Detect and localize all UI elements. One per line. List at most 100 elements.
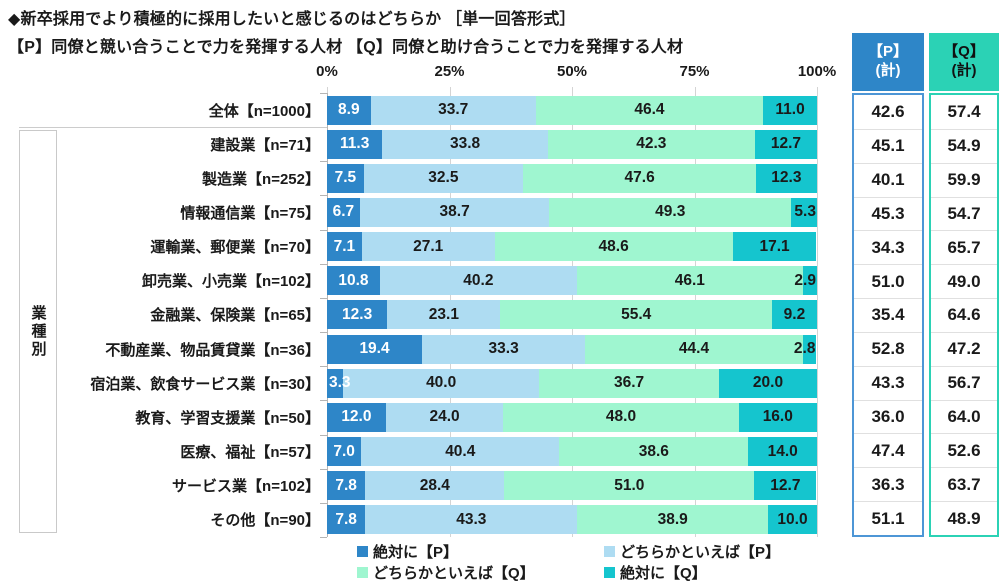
- bar-value-label: 48.6: [598, 237, 629, 255]
- bar-segment: 2.9: [794, 266, 817, 296]
- bar-segment: 7.0: [327, 437, 362, 467]
- bar-segment: 17.1: [732, 232, 817, 262]
- stacked-bar: 7.5 32.5 47.6 12.3: [327, 163, 817, 193]
- bar-value-label: 12.7: [770, 476, 801, 494]
- p-total-value: 51.0: [854, 264, 922, 298]
- bar-segment: 3.3: [327, 368, 351, 398]
- row-label: 卸売業、小売業【n=102】: [142, 273, 320, 291]
- bar-segment: 40.0: [343, 368, 540, 398]
- row-label: 医療、福祉【n=57】: [180, 444, 320, 462]
- bar-segment: 11.3: [327, 129, 383, 159]
- p-total-value: 34.3: [854, 230, 922, 264]
- bar-value-label: 36.7: [613, 374, 645, 392]
- legend-item: 絶対に【Q】: [604, 562, 780, 582]
- bar-segment: 11.0: [763, 95, 817, 125]
- legend-label: 絶対に【Q】: [620, 564, 707, 582]
- bar-value-label: 10.0: [777, 510, 808, 528]
- category-axis-tick: [320, 229, 327, 231]
- q-total-column-header: 【Q】 (計): [929, 33, 999, 91]
- stacked-bar: 8.9 33.7 46.4 11.0: [327, 95, 817, 125]
- bar-value-label: 20.0: [752, 374, 784, 392]
- chart-subtitle: 【P】同僚と競い合うことで力を発揮する人材 【Q】同僚と助け合うことで力を発揮す…: [8, 39, 684, 56]
- bar-segment: 20.0: [718, 368, 817, 398]
- x-axis-tick-label: 50%: [556, 63, 588, 80]
- bar-value-label: 7.5: [334, 169, 357, 187]
- stacked-bar: 7.8 43.3 38.9 10.0: [327, 505, 817, 535]
- chart-row: 情報通信業【n=75】 6.7 38.7 49.3 5.3: [0, 195, 1000, 229]
- bar-value-label: 40.2: [463, 271, 494, 289]
- bar-segment: 6.7: [327, 197, 360, 227]
- p-total-value: 52.8: [854, 331, 922, 366]
- bar-segment: 42.3: [547, 129, 755, 159]
- bar-segment: 47.6: [523, 163, 757, 193]
- bar-value-label: 48.0: [605, 408, 637, 426]
- x-axis-tick-label: 0%: [316, 63, 338, 80]
- row-label: 教育、学習支援業【n=50】: [135, 409, 320, 427]
- bar-segment: 33.3: [422, 334, 586, 364]
- chart-row: 製造業【n=252】 7.5 32.5 47.6 12.3: [0, 161, 1000, 195]
- chart-row: 教育、学習支援業【n=50】 12.0 24.0 48.0 16.0: [0, 400, 1000, 434]
- bar-segment: 9.2: [771, 300, 817, 330]
- q-total-column: 57.4 54.9 59.9 54.7 65.7 49.0 64.6 47.2 56.7 64.0…: [929, 93, 999, 537]
- p-total-value: 47.4: [854, 433, 922, 467]
- bar-segment: 46.1: [576, 266, 803, 296]
- bar-value-label: 40.0: [426, 374, 457, 392]
- stacked-bar: 6.7 38.7 49.3 5.3: [327, 197, 817, 227]
- bar-segment: 10.8: [327, 266, 380, 296]
- chart-row: 医療、福祉【n=57】 7.0 40.4 38.6 14.0: [0, 435, 1000, 469]
- p-total-value: 45.1: [854, 128, 922, 163]
- legend-swatch: [604, 545, 615, 557]
- bar-value-label: 7.0: [333, 442, 355, 460]
- bar-segment: 36.7: [539, 368, 719, 398]
- stacked-bar: 19.4 33.3 44.4 2.8: [327, 334, 817, 364]
- bar-value-label: 9.2: [783, 305, 806, 323]
- bar-segment: 38.7: [359, 197, 550, 227]
- q-total-value: 64.0: [931, 399, 997, 434]
- bar-value-label: 32.5: [428, 169, 459, 187]
- bar-value-label: 44.4: [678, 340, 710, 358]
- q-total-value: 47.2: [931, 331, 997, 366]
- bar-segment: 24.0: [385, 402, 504, 432]
- q-total-value: 49.0: [931, 264, 997, 298]
- bar-value-label: 8.9: [338, 101, 360, 118]
- bar-value-label: 7.8: [335, 510, 357, 528]
- category-axis-tick: [320, 161, 327, 163]
- category-axis-tick: [320, 93, 327, 94]
- bar-value-label: 33.7: [438, 101, 469, 118]
- bar-segment: 38.9: [577, 505, 768, 535]
- bar-value-label: 24.0: [429, 408, 460, 426]
- bar-value-label: 38.6: [638, 442, 669, 460]
- category-axis-tick: [320, 332, 327, 334]
- bar-value-label: 12.3: [771, 169, 802, 187]
- row-label: 運輸業、郵便業【n=70】: [150, 239, 320, 257]
- stacked-bar: 12.0 24.0 48.0 16.0: [327, 402, 817, 432]
- bar-segment: 33.7: [370, 95, 536, 125]
- chart-row: 建設業【n=71】 11.3 33.8 42.3 12.7: [0, 127, 1000, 161]
- legend-swatch: [357, 566, 368, 578]
- row-label: 不動産業、物品賃貸業【n=36】: [105, 341, 320, 359]
- legend: 絶対に【P】 どちらかといえば【P】 どちらかといえば【Q】 絶対に【Q】: [357, 541, 780, 582]
- legend-label: どちらかといえば【P】: [620, 543, 781, 561]
- bar-value-label: 38.7: [439, 203, 470, 221]
- bar-value-label: 14.0: [767, 442, 798, 460]
- q-total-value: 65.7: [931, 230, 997, 264]
- bar-segment: 55.4: [500, 300, 772, 330]
- bar-segment: 48.6: [494, 232, 733, 262]
- bar-segment: 27.1: [361, 232, 495, 262]
- category-axis-tick: [320, 400, 327, 402]
- category-axis-tick: [320, 366, 327, 368]
- overall-row-separator: [19, 127, 327, 128]
- bar-value-label: 46.1: [674, 271, 705, 289]
- bar-segment: 12.7: [754, 129, 817, 159]
- bar-value-label: 49.3: [655, 203, 686, 221]
- bar-segment: 38.6: [559, 437, 749, 467]
- bar-value-label: 17.1: [759, 237, 790, 255]
- gridline: [817, 87, 818, 537]
- stacked-bar: 10.8 40.2 46.1 2.9: [327, 266, 817, 296]
- bar-value-label: 33.8: [449, 135, 481, 153]
- bar-value-label: 12.0: [341, 408, 372, 426]
- bar-segment: 28.4: [365, 471, 505, 501]
- x-axis-tick-label: 100%: [797, 63, 837, 80]
- chart-row: 宿泊業、飲食サービス業【n=30】 3.3 40.0 36.7 20.0: [0, 366, 1000, 400]
